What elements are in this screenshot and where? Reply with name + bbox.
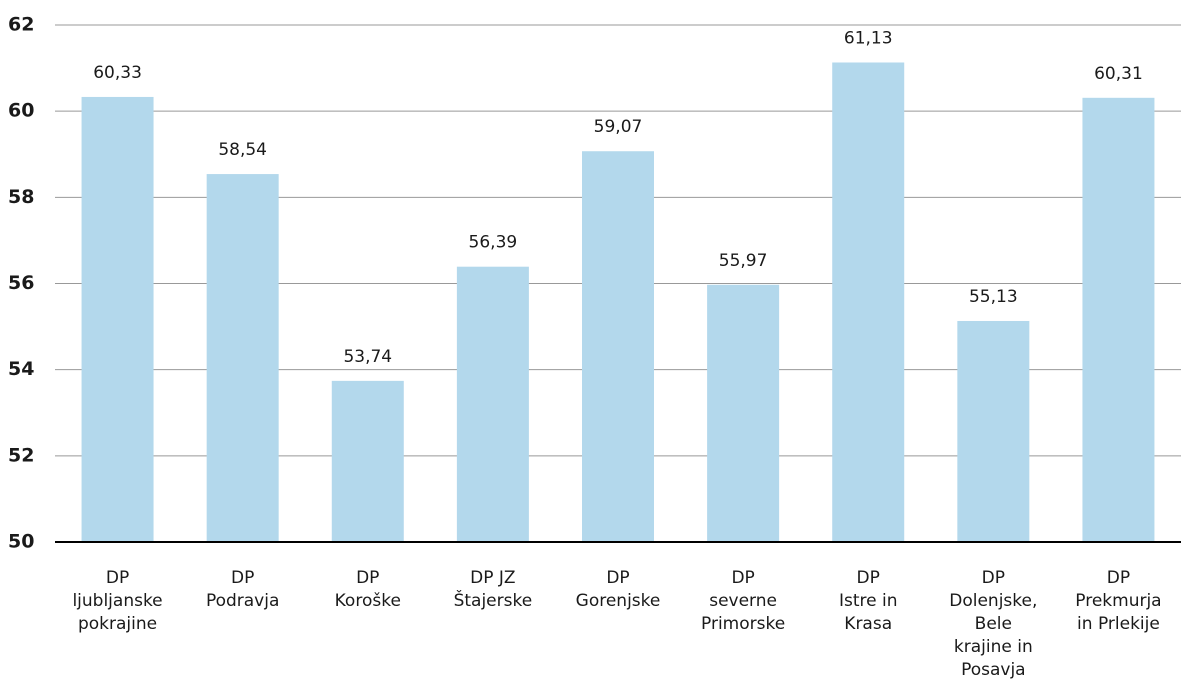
x-tick-label-line: DP [982,568,1005,588]
y-tick-label: 58 [8,186,34,208]
y-tick-label: 52 [8,444,34,466]
bar [331,380,404,542]
x-tick-label-line: DP [231,568,254,588]
value-label: 61,13 [844,28,893,48]
x-tick-label-line: Bele [975,614,1012,634]
value-label: 55,97 [719,251,768,271]
x-tick-label: DP Dolenjske, Bele krajine in Posavja [949,568,1037,680]
x-tick-label-line: pokrajine [78,614,157,634]
x-tick-label-line: Gorenjske [576,591,661,611]
value-label: 56,39 [469,233,518,253]
y-tick-label: 60 [8,100,34,122]
x-tick-label: DP Gorenjske [576,568,661,611]
y-tick-label: 50 [8,531,34,553]
x-tick-label-line: Istre in [839,591,898,611]
x-tick-label-line: Krasa [844,614,892,634]
x-tick-label-line: DP JZ [470,568,515,588]
y-tick-label: 56 [8,272,34,294]
x-tick-label-line: Koroške [335,591,401,611]
x-tick-label: DP Istre in Krasa [839,568,898,634]
x-tick-label-line: Prekmurja [1075,591,1161,611]
x-tick-label-line: Posavja [961,660,1026,680]
y-tick-label: 54 [8,358,34,380]
bar [707,284,780,542]
x-tick-label-line: Primorske [701,614,785,634]
value-label: 60,31 [1094,64,1143,84]
value-label: 58,54 [218,140,267,160]
bar [81,96,154,543]
value-label: 59,07 [594,117,643,137]
x-tick-label-line: Štajerske [454,589,533,611]
bar [832,62,905,543]
x-tick-label-line: DP [857,568,880,588]
value-label: 60,33 [93,63,142,83]
x-tick-label: DP Koroške [335,568,401,611]
x-tick-label: DP JZ Štajerske [454,568,533,611]
x-tick-label-line: DP [1107,568,1130,588]
x-tick-label: DP Prekmurja in Prlekije [1075,568,1161,634]
x-tick-label-line: in Prlekije [1077,614,1160,634]
bar [957,320,1030,542]
x-tick-label-line: ljubljanske [72,591,162,611]
x-tick-label-line: Dolenjske, [949,591,1037,611]
x-tick-label-line: DP [356,568,379,588]
x-tick-label-line: DP [731,568,754,588]
value-label: 53,74 [343,347,392,367]
x-tick-label-line: DP [606,568,629,588]
bar [206,174,279,542]
value-label: 55,13 [969,287,1018,307]
x-tick-label-line: krajine in [954,637,1033,657]
x-tick-label-line: Podravja [206,591,279,611]
x-tick-label: DP severne Primorske [701,568,785,634]
x-tick-label-line: DP [106,568,129,588]
bar [456,266,529,542]
x-tick-label-line: severne [709,591,777,611]
bar [582,151,654,542]
x-tick-label: DP ljubljanske pokrajine [72,568,162,634]
bar [1082,97,1155,542]
x-tick-label: DP Podravja [206,568,279,611]
y-tick-label: 62 [8,14,34,36]
